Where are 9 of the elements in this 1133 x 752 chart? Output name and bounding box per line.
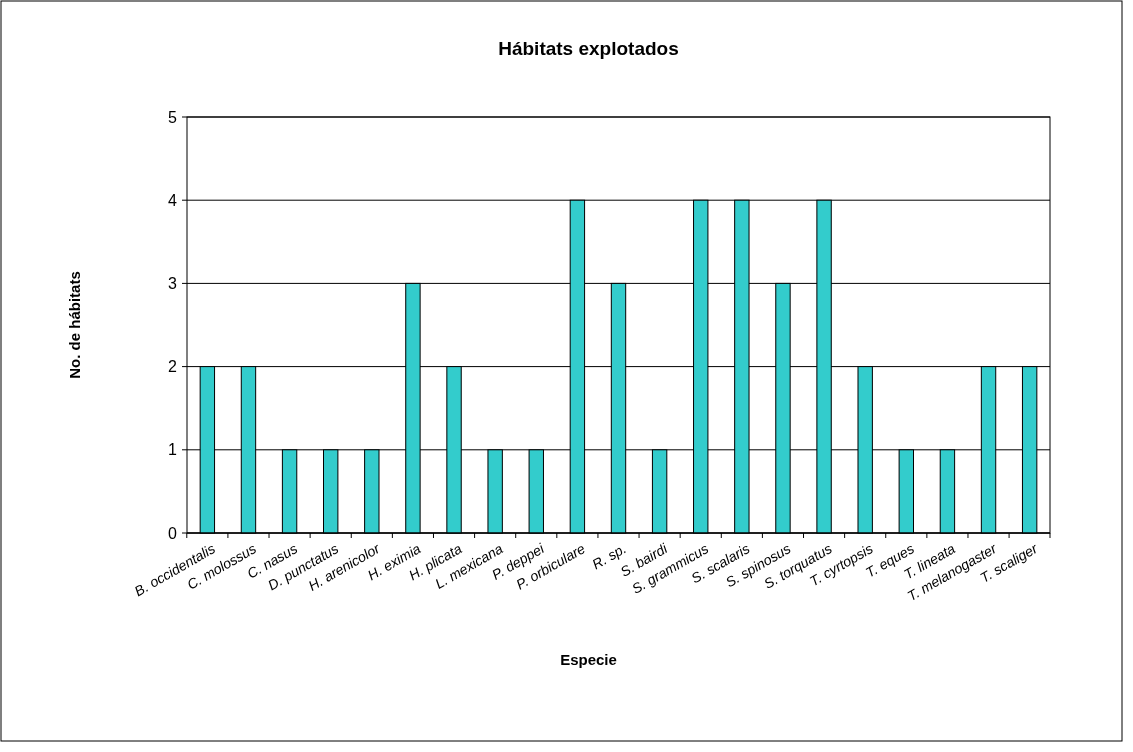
- y-tick-label: 1: [168, 441, 178, 459]
- x-axis-title: Especie: [560, 651, 617, 668]
- y-tick-label: 4: [168, 191, 178, 209]
- y-tick-label: 0: [168, 524, 178, 542]
- chart-title: Hábitats explotados: [498, 38, 679, 59]
- y-tick-label: 5: [168, 108, 178, 126]
- y-tick-label: 2: [168, 358, 178, 376]
- y-tick-label: 3: [168, 275, 178, 292]
- y-axis-title: No. de hábitats: [66, 271, 83, 379]
